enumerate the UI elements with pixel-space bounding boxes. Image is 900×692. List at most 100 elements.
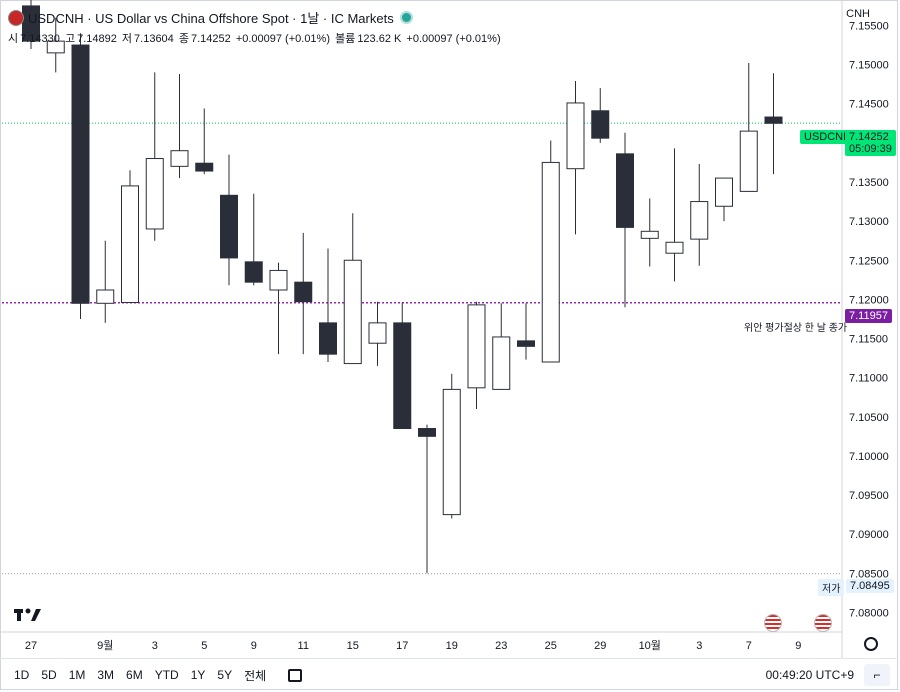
candle-body-up bbox=[343, 259, 362, 365]
settings-gear-icon[interactable] bbox=[864, 637, 878, 651]
y-tick-label: 7.11500 bbox=[849, 334, 888, 346]
y-tick-label: 7.10000 bbox=[849, 451, 889, 463]
legend-row-2: 시 7.14330 고 7.14892 저 7.13604 종 7.14252 +0.0… bbox=[8, 30, 503, 46]
y-tick-label: 7.12000 bbox=[849, 294, 889, 306]
candle-body-up bbox=[46, 40, 65, 54]
candle-body-down bbox=[220, 194, 238, 259]
candle-body-up bbox=[121, 185, 139, 304]
volume-value: 123.62 K bbox=[357, 33, 402, 45]
candle-body-up bbox=[566, 102, 585, 170]
candle-body-down bbox=[195, 162, 214, 172]
candle-body-up bbox=[640, 230, 659, 239]
candle-body-up bbox=[442, 388, 461, 516]
candle-body-up bbox=[467, 304, 486, 389]
range-1d-button[interactable]: 1D bbox=[14, 668, 30, 682]
candle-body-down bbox=[591, 110, 610, 139]
open-label: 시 bbox=[8, 33, 19, 45]
countdown-value: 05:09:39 bbox=[849, 143, 892, 155]
us-flag-icon-2[interactable] bbox=[814, 614, 832, 632]
x-tick-label: 17 bbox=[396, 640, 408, 652]
y-tick-label: 7.15000 bbox=[849, 60, 889, 72]
high-value: 7.14892 bbox=[77, 33, 117, 45]
candle-body-down bbox=[244, 261, 263, 283]
symbol-logo-icon bbox=[8, 9, 24, 26]
y-tick-label: 7.08000 bbox=[849, 607, 889, 619]
toolbar-right: 00:49:20 UTC+9 ⌐ bbox=[766, 659, 890, 691]
low-value: 7.13604 bbox=[134, 33, 174, 45]
range-6m-button[interactable]: 6M bbox=[126, 668, 143, 682]
low-label-tag: 저가 bbox=[818, 579, 845, 596]
currency-label[interactable]: CNH bbox=[846, 8, 870, 20]
candle-body-up bbox=[690, 201, 709, 240]
x-tick-label: 11 bbox=[298, 640, 309, 652]
range-5d-button[interactable]: 5D bbox=[41, 668, 57, 682]
candle-body-down bbox=[616, 153, 634, 228]
candle-body-up bbox=[96, 289, 115, 304]
y-tick-label: 7.15500 bbox=[849, 20, 889, 32]
clock-readout[interactable]: 00:49:20 UTC+9 bbox=[765, 668, 854, 682]
chart-title[interactable]: USDCNH · US Dollar vs China Offshore Spo… bbox=[28, 11, 394, 26]
y-tick-label: 7.09000 bbox=[849, 529, 889, 541]
us-flag-icon[interactable] bbox=[764, 614, 782, 632]
open-value: 7.14330 bbox=[20, 33, 60, 45]
range-5y-button[interactable]: 5Y bbox=[217, 668, 233, 682]
range-ytd-button[interactable]: YTD bbox=[154, 668, 179, 682]
candle-body-down bbox=[294, 281, 313, 303]
range-1m-button[interactable]: 1M bbox=[68, 668, 86, 682]
range-all-button[interactable]: 전체 bbox=[244, 668, 267, 683]
change-value: +0.00097 (+0.01%) bbox=[235, 33, 330, 45]
candle-body-down bbox=[517, 340, 535, 347]
bottom-toolbar: 1D 5D 1M 3M 6M YTD 1Y 5Y 전체 00:49:20 UTC… bbox=[0, 658, 898, 691]
x-tick-label: 7 bbox=[746, 640, 752, 652]
candle-body-down bbox=[22, 5, 40, 42]
x-tick-label: 23 bbox=[495, 640, 507, 652]
candle-body-down bbox=[418, 428, 436, 437]
close-label: 종 bbox=[178, 33, 189, 45]
high-label: 고 bbox=[64, 33, 76, 45]
y-tick-label: 7.13500 bbox=[849, 177, 889, 189]
x-tick-label: 9 bbox=[251, 640, 257, 652]
volume-change-value: +0.00097 (+0.01%) bbox=[406, 33, 501, 45]
y-tick-label: 7.11000 bbox=[849, 373, 888, 385]
candle-body-up bbox=[541, 161, 560, 363]
legend-row-1: USDCNH · US Dollar vs China Offshore Spo… bbox=[8, 8, 411, 27]
y-tick-label: 7.14500 bbox=[849, 99, 889, 111]
x-tick-label: 3 bbox=[696, 640, 702, 652]
candle-body-down bbox=[319, 322, 337, 355]
y-tick-label: 7.08500 bbox=[849, 568, 889, 580]
candle-body-up bbox=[665, 241, 684, 254]
x-tick-label: 15 bbox=[347, 640, 359, 652]
candle-body-up bbox=[715, 177, 733, 207]
x-tick-label: 27 bbox=[25, 640, 37, 652]
last-price-pill: 7.14252 05:09:39 bbox=[845, 130, 896, 156]
candle-body-up bbox=[492, 336, 511, 390]
candle-body-down bbox=[764, 116, 783, 124]
x-tick-label: 3 bbox=[152, 640, 158, 652]
fix-label: 위안 평가절상 한 날 종가 bbox=[744, 323, 848, 334]
x-tick-label: 5 bbox=[201, 640, 207, 652]
y-tick-label: 7.09500 bbox=[849, 490, 889, 502]
volume-label: 볼륨 bbox=[335, 33, 356, 45]
fullscreen-toggle-icon[interactable]: ⌐ bbox=[864, 664, 890, 686]
calendar-range-icon[interactable] bbox=[288, 668, 303, 682]
last-symbol-pill: USDCNH bbox=[800, 130, 856, 144]
x-tick-label: 25 bbox=[545, 640, 557, 652]
low-label: 저 bbox=[121, 33, 133, 45]
tradingview-logo-icon[interactable] bbox=[14, 607, 42, 628]
candle-body-up bbox=[145, 158, 164, 230]
x-tick-label: 9 bbox=[795, 640, 801, 652]
candle-body-up bbox=[269, 269, 288, 291]
range-3m-button[interactable]: 3M bbox=[97, 668, 115, 682]
fix-price-pill: 7.11957 bbox=[845, 309, 892, 323]
candle-body-up bbox=[170, 150, 189, 167]
y-tick-label: 7.10500 bbox=[849, 412, 889, 424]
candle-body-down bbox=[71, 44, 90, 304]
y-tick-label: 7.12500 bbox=[849, 255, 889, 267]
candle-body-up bbox=[368, 322, 387, 344]
close-value: 7.14252 bbox=[190, 33, 231, 45]
range-1y-button[interactable]: 1Y bbox=[190, 668, 206, 682]
x-tick-label: 9월 bbox=[97, 639, 113, 652]
candle-body-up bbox=[739, 130, 758, 192]
